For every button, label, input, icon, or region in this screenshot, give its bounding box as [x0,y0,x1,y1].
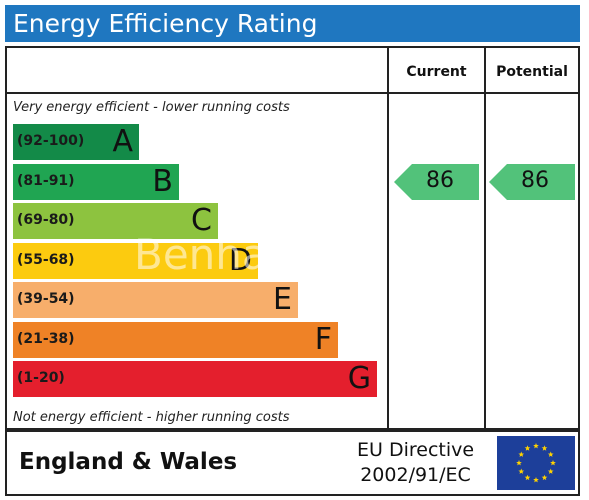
band-d: (55-68) D [13,242,258,279]
current-rating-arrow-shape [394,163,479,200]
band-range-label: (21-38) [17,330,75,347]
eu-star-icon [550,460,556,466]
divider-right [484,48,486,428]
band-range-label: (69-80) [17,212,75,228]
column-header-current: Current [406,64,467,80]
rating-chart: Current Potential Very energy efficient … [5,46,580,430]
band-a: (92-100) A [13,124,139,160]
band-letter-label: G [347,361,371,396]
potential-rating-arrow-shape [489,163,575,200]
band-range-label: (39-54) [17,291,75,307]
band-f: (21-38) F [13,321,338,358]
band-letter-label: B [152,163,173,199]
eu-star-icon [541,445,548,451]
eu-flag-icon [497,436,575,490]
eu-star-icon [547,468,554,474]
title-bar: Energy Efficiency Rating [5,5,580,42]
chart-title: Energy Efficiency Rating [13,9,318,38]
band-range-label: (1-20) [17,370,65,386]
footer: England & Wales EU Directive 2002/91/EC [5,430,580,496]
eu-star-icon [524,445,531,451]
potential-rating-arrow: 86 [489,163,575,200]
current-rating-arrow-value: 86 [426,167,454,193]
eu-star-icon [547,451,554,457]
directive-line-1: EU Directive [357,439,475,461]
band-b: (81-91) B [13,163,179,200]
band-e: (39-54) E [13,282,298,318]
eu-star-icon [516,460,522,466]
divider-left [387,48,389,428]
band-letter-label: A [112,124,133,159]
directive-line-2: 2002/91/EC [360,464,471,486]
band-range-label: (55-68) [17,251,75,268]
band-range-label: (81-91) [17,172,75,189]
eu-star-icon [518,468,525,474]
note-very-efficient: Very energy efficient - lower running co… [13,100,290,115]
watermark: Benham [134,230,309,279]
current-rating-arrow: 86 [394,163,479,200]
potential-rating-arrow-value: 86 [521,167,549,193]
eu-star-icon [518,451,525,457]
header-divider [7,92,578,94]
eu-star-icon [541,474,548,481]
band-letter-label: D [228,242,252,278]
eu-star-icon [533,477,539,483]
band-c: (69-80) C [13,203,218,239]
band-range-label: (92-100) [17,133,85,149]
band-g: (1-20) G [13,361,377,397]
directive-label: EU Directive 2002/91/EC [357,438,474,488]
eu-star-icon [533,443,539,449]
band-letter-label: E [273,282,292,317]
column-header-potential: Potential [496,64,568,80]
band-letter-label: C [191,203,212,238]
eu-star-icon [524,474,531,481]
region-label: England & Wales [19,449,238,475]
band-letter-label: F [314,321,332,357]
note-not-efficient: Not energy efficient - higher running co… [13,410,290,425]
